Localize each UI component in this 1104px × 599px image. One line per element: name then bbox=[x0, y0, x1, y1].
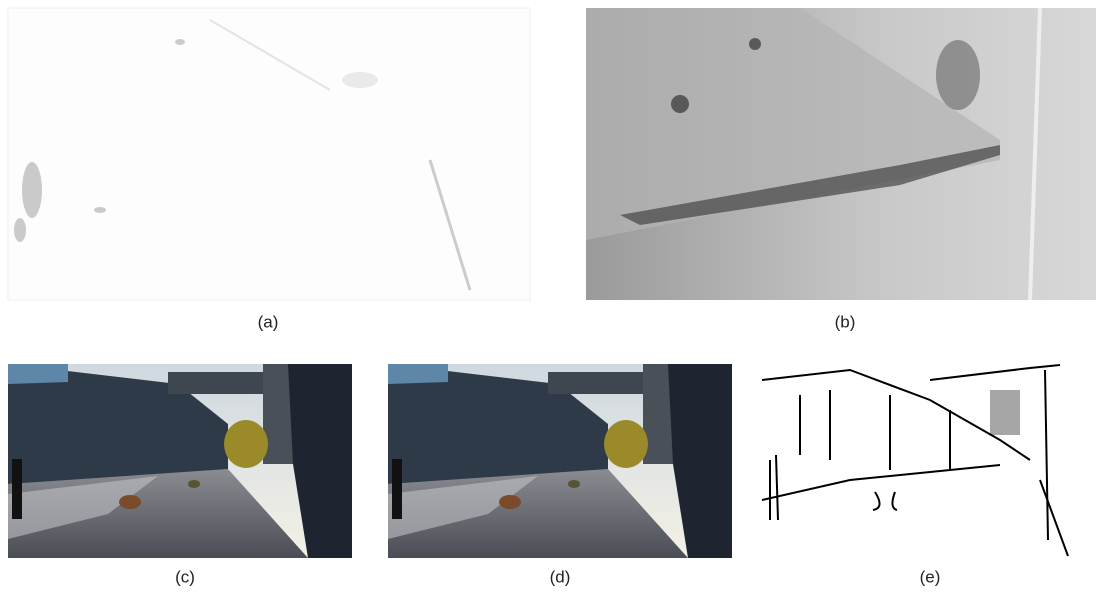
map-texture bbox=[749, 38, 761, 50]
map-texture bbox=[936, 40, 980, 110]
panel-label: (b) bbox=[835, 312, 856, 331]
panel-a: (a) bbox=[7, 7, 531, 331]
edge-trace bbox=[428, 159, 472, 291]
panel-label: (c) bbox=[175, 567, 195, 586]
edge-map bbox=[760, 362, 1065, 558]
panel-e: (e) bbox=[760, 362, 1069, 586]
street-photo-d bbox=[388, 364, 732, 558]
panel-label: (d) bbox=[550, 567, 571, 586]
saliency-map-a bbox=[7, 7, 531, 301]
map-texture bbox=[671, 95, 689, 113]
map-texture bbox=[14, 39, 378, 242]
panel-d: (d) bbox=[388, 364, 732, 586]
map-texture bbox=[586, 8, 1000, 240]
panel-b: (b) bbox=[586, 7, 1096, 331]
map-texture bbox=[1028, 7, 1042, 301]
panel-c: (c) bbox=[8, 364, 352, 586]
panel-label: (a) bbox=[258, 312, 279, 331]
panel-label: (e) bbox=[920, 567, 941, 586]
edge-trace bbox=[209, 19, 331, 91]
edge-texture bbox=[990, 390, 1020, 435]
map-texture bbox=[620, 145, 1000, 225]
edge-lines bbox=[761, 364, 1069, 557]
street-photo-c bbox=[8, 364, 352, 558]
